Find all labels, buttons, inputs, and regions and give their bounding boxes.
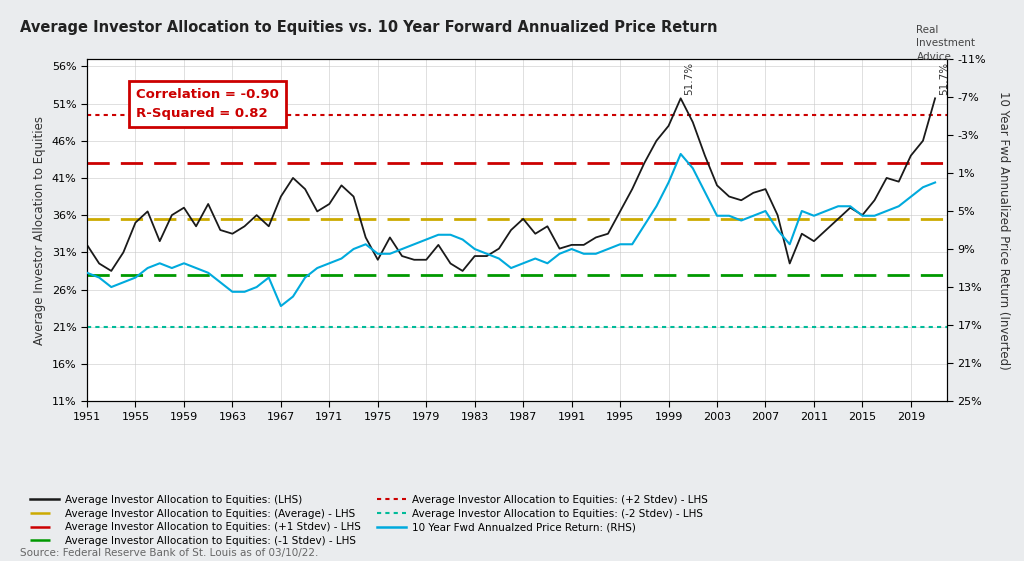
Text: 51.7%: 51.7% [684, 62, 694, 95]
Text: 51.7%: 51.7% [939, 62, 948, 95]
Text: Correlation = -0.90
R-Squared = 0.82: Correlation = -0.90 R-Squared = 0.82 [136, 88, 279, 120]
Y-axis label: Average Investor Allocation to Equities: Average Investor Allocation to Equities [34, 116, 46, 344]
Y-axis label: 10 Year Fwd Annualized Price Return (Inverted): 10 Year Fwd Annualized Price Return (Inv… [997, 91, 1011, 369]
Legend: Average Investor Allocation to Equities: (LHS), Average Investor Allocation to E: Average Investor Allocation to Equities:… [26, 491, 713, 550]
Text: Real
Investment
Advice: Real Investment Advice [916, 25, 976, 62]
Text: Source: Federal Reserve Bank of St. Louis as of 03/10/22.: Source: Federal Reserve Bank of St. Loui… [20, 548, 318, 558]
Text: Average Investor Allocation to Equities vs. 10 Year Forward Annualized Price Ret: Average Investor Allocation to Equities … [20, 20, 718, 35]
